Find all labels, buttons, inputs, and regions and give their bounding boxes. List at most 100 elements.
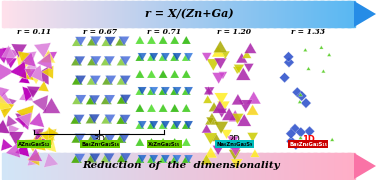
Polygon shape (0, 120, 10, 133)
Bar (71, 1, 73, 27)
Bar (227, 153, 229, 179)
Bar (249, 1, 251, 27)
Bar (217, 1, 218, 27)
Bar (345, 1, 346, 27)
Polygon shape (135, 138, 144, 146)
Bar (338, 153, 339, 179)
Bar (199, 1, 201, 27)
Bar (228, 153, 230, 179)
Polygon shape (2, 45, 15, 57)
Bar (204, 1, 206, 27)
Bar (146, 1, 148, 27)
Bar (74, 153, 75, 179)
Bar (75, 153, 76, 179)
Polygon shape (23, 51, 37, 64)
Bar (266, 1, 268, 27)
Bar (290, 1, 291, 27)
Polygon shape (236, 53, 248, 63)
Polygon shape (147, 70, 156, 78)
Bar (10, 1, 12, 27)
Bar (333, 1, 335, 27)
Polygon shape (319, 46, 324, 49)
Bar (327, 153, 329, 179)
Bar (271, 1, 273, 27)
Bar (239, 1, 241, 27)
Bar (88, 153, 90, 179)
Bar (352, 1, 353, 27)
Bar (31, 1, 33, 27)
Bar (34, 1, 36, 27)
Bar (110, 153, 112, 179)
Bar (43, 153, 45, 179)
Bar (42, 1, 43, 27)
Bar (103, 153, 105, 179)
Bar (2, 153, 4, 179)
Bar (171, 153, 173, 179)
Bar (64, 1, 66, 27)
Bar (312, 1, 313, 27)
Bar (104, 153, 106, 179)
Polygon shape (309, 143, 313, 146)
Bar (64, 153, 66, 179)
Polygon shape (33, 66, 49, 85)
Bar (131, 153, 133, 179)
Bar (329, 153, 331, 179)
Bar (158, 153, 160, 179)
Bar (301, 153, 303, 179)
Bar (291, 1, 293, 27)
Bar (233, 153, 235, 179)
Polygon shape (31, 136, 46, 151)
Bar (170, 153, 172, 179)
Bar (300, 153, 302, 179)
Bar (190, 153, 192, 179)
Polygon shape (101, 37, 112, 46)
Polygon shape (246, 105, 259, 115)
Bar (87, 153, 88, 179)
Bar (226, 153, 228, 179)
Polygon shape (26, 59, 38, 70)
Bar (170, 1, 172, 27)
Bar (193, 153, 195, 179)
Bar (235, 153, 237, 179)
Polygon shape (244, 64, 254, 72)
Bar (302, 153, 304, 179)
Bar (346, 1, 347, 27)
Bar (147, 153, 149, 179)
Polygon shape (0, 92, 12, 106)
Bar (312, 153, 313, 179)
Bar (122, 153, 124, 179)
Bar (239, 153, 241, 179)
Bar (257, 153, 258, 179)
Polygon shape (120, 76, 131, 85)
Polygon shape (0, 103, 14, 118)
Bar (143, 153, 144, 179)
Polygon shape (117, 95, 128, 104)
Polygon shape (172, 155, 181, 163)
Polygon shape (19, 88, 33, 101)
Bar (150, 1, 152, 27)
Polygon shape (159, 36, 167, 44)
Bar (92, 1, 94, 27)
Polygon shape (90, 153, 100, 163)
Polygon shape (159, 155, 167, 163)
Bar (215, 1, 217, 27)
Polygon shape (75, 75, 86, 85)
Polygon shape (138, 121, 147, 129)
Bar (178, 1, 180, 27)
Bar (152, 1, 154, 27)
Polygon shape (172, 87, 181, 95)
Bar (48, 153, 50, 179)
Polygon shape (221, 130, 232, 139)
Bar (82, 153, 84, 179)
Polygon shape (135, 36, 144, 44)
Bar (51, 1, 53, 27)
Polygon shape (71, 154, 82, 163)
Bar (142, 153, 143, 179)
Bar (175, 153, 176, 179)
Bar (24, 153, 26, 179)
Bar (192, 153, 194, 179)
Bar (328, 153, 330, 179)
Bar (91, 153, 93, 179)
Bar (187, 1, 189, 27)
Polygon shape (321, 69, 325, 73)
